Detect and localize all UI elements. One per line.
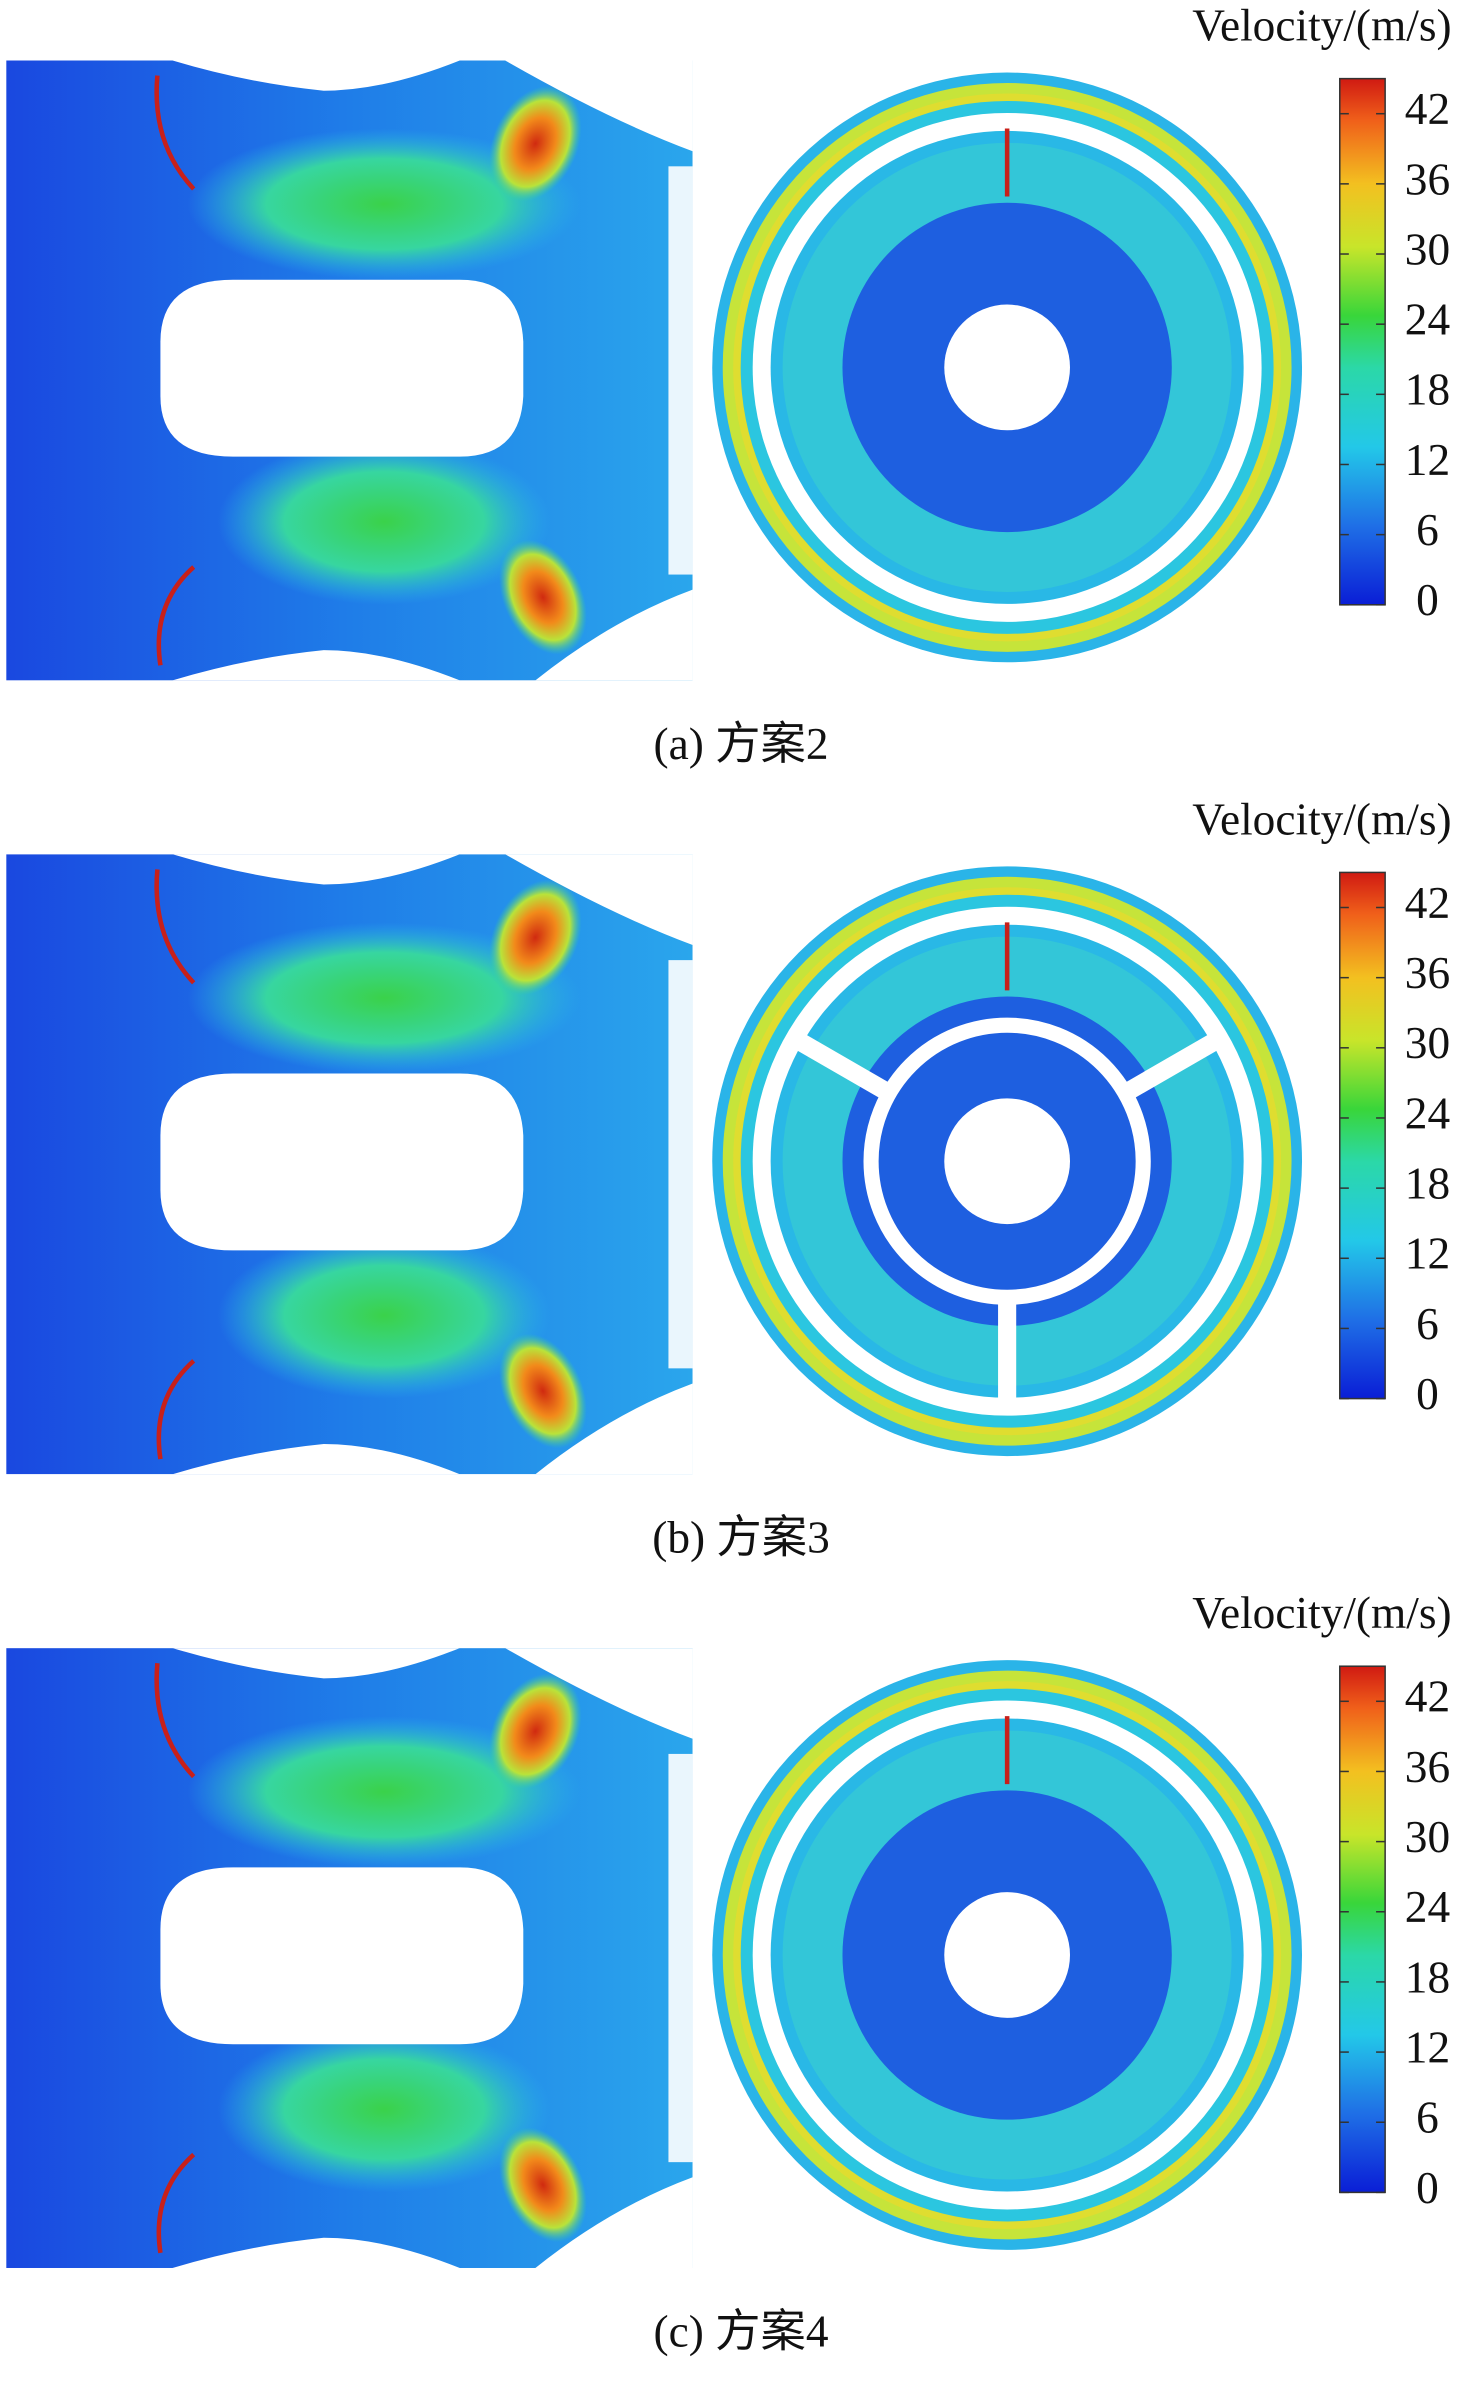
colorbar-tick-label: 42 [1405,878,1450,928]
colorbar-tick-label: 0 [1416,1369,1439,1419]
inner-gap [863,1017,1151,1305]
panel: Velocity/(m/s) 0 6 12 18 24 30 36 42 (a) 方案2 [6,1,1452,769]
caption: (a) 方案2 [654,719,829,769]
caption: (c) 方案4 [654,2306,829,2356]
flow-field-side [6,1648,693,2268]
flow-field-side [6,854,693,1475]
colorbar-tick-label: 36 [1405,1742,1450,1792]
colorbar-tick-label: 36 [1405,154,1450,204]
panel: Velocity/(m/s) 0 6 12 18 24 30 36 42 (b) 方案3 [6,794,1452,1563]
colorbar-tick-label: 18 [1405,365,1450,415]
colorbar-tick-label: 0 [1416,575,1439,625]
plate [154,869,196,985]
colorbar-tick-label: 18 [1405,1952,1450,2002]
colorbar-tick-label: 6 [1416,505,1439,555]
colorbar-tick-label: 18 [1405,1159,1450,1209]
colorbar-tick-label: 24 [1405,1882,1450,1932]
colorbar-tick-label: 42 [1405,84,1450,134]
colorbar-tick-label: 36 [1405,948,1450,998]
colorbar-tick-label: 12 [1405,435,1450,485]
panel: Velocity/(m/s) 0 6 12 18 24 30 36 42 (c) 方案4 [6,1588,1452,2356]
spoke [793,1032,894,1102]
colorbar-tick-label: 24 [1405,1088,1450,1138]
plate [154,1662,196,1779]
colorbar-title: Velocity/(m/s) [1192,1588,1451,1638]
colorbar-tick-label: 0 [1416,2163,1439,2213]
colorbar [1339,77,1386,606]
colorbar-tick-label: 30 [1405,1812,1450,1862]
caption: (b) 方案3 [652,1513,830,1563]
colorbar-tick-label: 6 [1416,2093,1439,2143]
plate [154,75,196,191]
spoke [1120,1032,1222,1102]
colorbar-tick-label: 30 [1405,1018,1450,1068]
colorbar-tick-label: 30 [1405,224,1450,274]
colorbar-tick-label: 12 [1405,2022,1450,2072]
colorbar-tick-label: 24 [1405,295,1450,345]
colorbar [1339,1665,1386,2194]
plate [156,1359,196,1460]
colorbar-title: Velocity/(m/s) [1192,1,1451,51]
colorbar-tick-label: 42 [1405,1672,1450,1722]
plate [156,2152,196,2254]
flow-field-side [6,60,693,681]
colorbar-title: Velocity/(m/s) [1192,794,1451,844]
plate [156,565,196,666]
colorbar-tick-label: 12 [1405,1229,1450,1279]
colorbar [1339,871,1386,1400]
colorbar-tick-label: 6 [1416,1299,1439,1349]
